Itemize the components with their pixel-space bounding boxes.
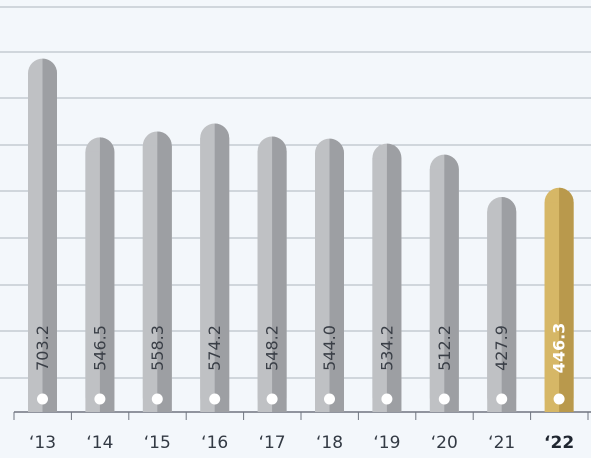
bar-dot-7 xyxy=(438,393,450,405)
bar-dot-6 xyxy=(381,393,393,405)
bar-shade-7 xyxy=(444,154,459,412)
bar-shade-9 xyxy=(559,187,574,412)
value-label-6: 534.2 xyxy=(377,325,396,371)
bar-dot-9 xyxy=(553,393,565,405)
bar-shade-3 xyxy=(214,123,230,412)
x-tick-label-3: ‘16 xyxy=(201,433,228,453)
value-label-2: 558.3 xyxy=(148,325,167,371)
value-label-5: 544.0 xyxy=(320,325,339,371)
bar-dot-0 xyxy=(37,393,48,405)
bar-dot-2 xyxy=(151,393,163,405)
bar-dot-4 xyxy=(266,393,278,405)
bar-shade-5 xyxy=(329,138,344,412)
value-label-0: 703.2 xyxy=(33,325,52,371)
bar-dot-5 xyxy=(324,393,335,405)
x-tick-label-7: ‘20 xyxy=(431,433,458,453)
x-tick-label-5: ‘18 xyxy=(316,433,343,453)
x-tick-label-4: ‘17 xyxy=(259,433,286,453)
bar-dot-8 xyxy=(496,393,508,405)
value-label-7: 512.2 xyxy=(435,325,454,371)
value-label-8: 427.9 xyxy=(492,325,511,371)
x-tick-label-8: ‘21 xyxy=(488,433,515,453)
bar-shade-2 xyxy=(157,131,172,412)
bar-shade-8 xyxy=(501,196,517,412)
x-tick-label-9: ‘22 xyxy=(544,433,574,453)
bar-dot-3 xyxy=(209,393,221,405)
value-label-9: 446.3 xyxy=(550,323,569,374)
x-tick-label-6: ‘19 xyxy=(373,433,400,453)
x-tick-label-1: ‘14 xyxy=(86,433,113,453)
value-label-4: 548.2 xyxy=(263,325,282,371)
bar-shade-4 xyxy=(272,136,287,413)
value-label-1: 546.5 xyxy=(90,325,109,371)
bar-shade-0 xyxy=(42,58,57,412)
x-tick-label-0: ‘13 xyxy=(29,433,56,453)
bar-shade-1 xyxy=(99,137,115,413)
x-tick-label-2: ‘15 xyxy=(144,433,171,453)
value-label-3: 574.2 xyxy=(205,325,224,371)
bar-dot-1 xyxy=(94,393,106,405)
bar-shade-6 xyxy=(386,143,402,412)
